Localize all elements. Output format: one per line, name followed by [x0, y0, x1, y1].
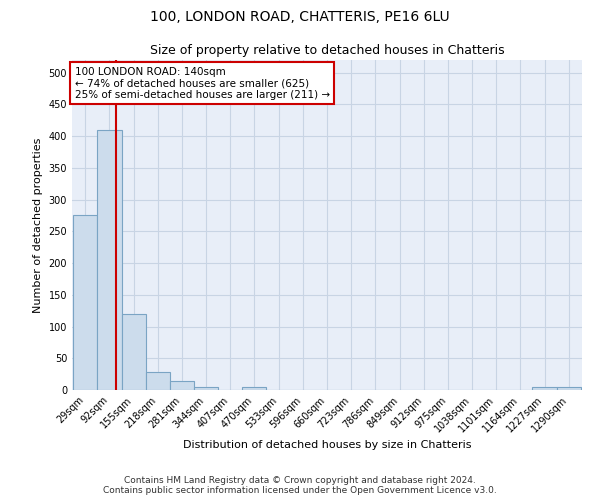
- Bar: [146, 372, 170, 390]
- Bar: [122, 314, 146, 390]
- Bar: [557, 387, 581, 390]
- Text: Contains HM Land Registry data © Crown copyright and database right 2024.
Contai: Contains HM Land Registry data © Crown c…: [103, 476, 497, 495]
- Text: 100, LONDON ROAD, CHATTERIS, PE16 6LU: 100, LONDON ROAD, CHATTERIS, PE16 6LU: [150, 10, 450, 24]
- Bar: [73, 216, 97, 390]
- Bar: [242, 387, 266, 390]
- Y-axis label: Number of detached properties: Number of detached properties: [33, 138, 43, 312]
- Bar: [532, 387, 557, 390]
- X-axis label: Distribution of detached houses by size in Chatteris: Distribution of detached houses by size …: [183, 440, 471, 450]
- Bar: [194, 387, 218, 390]
- Title: Size of property relative to detached houses in Chatteris: Size of property relative to detached ho…: [149, 44, 505, 58]
- Bar: [170, 381, 194, 390]
- Text: 100 LONDON ROAD: 140sqm
← 74% of detached houses are smaller (625)
25% of semi-d: 100 LONDON ROAD: 140sqm ← 74% of detache…: [74, 66, 329, 100]
- Bar: [97, 130, 122, 390]
